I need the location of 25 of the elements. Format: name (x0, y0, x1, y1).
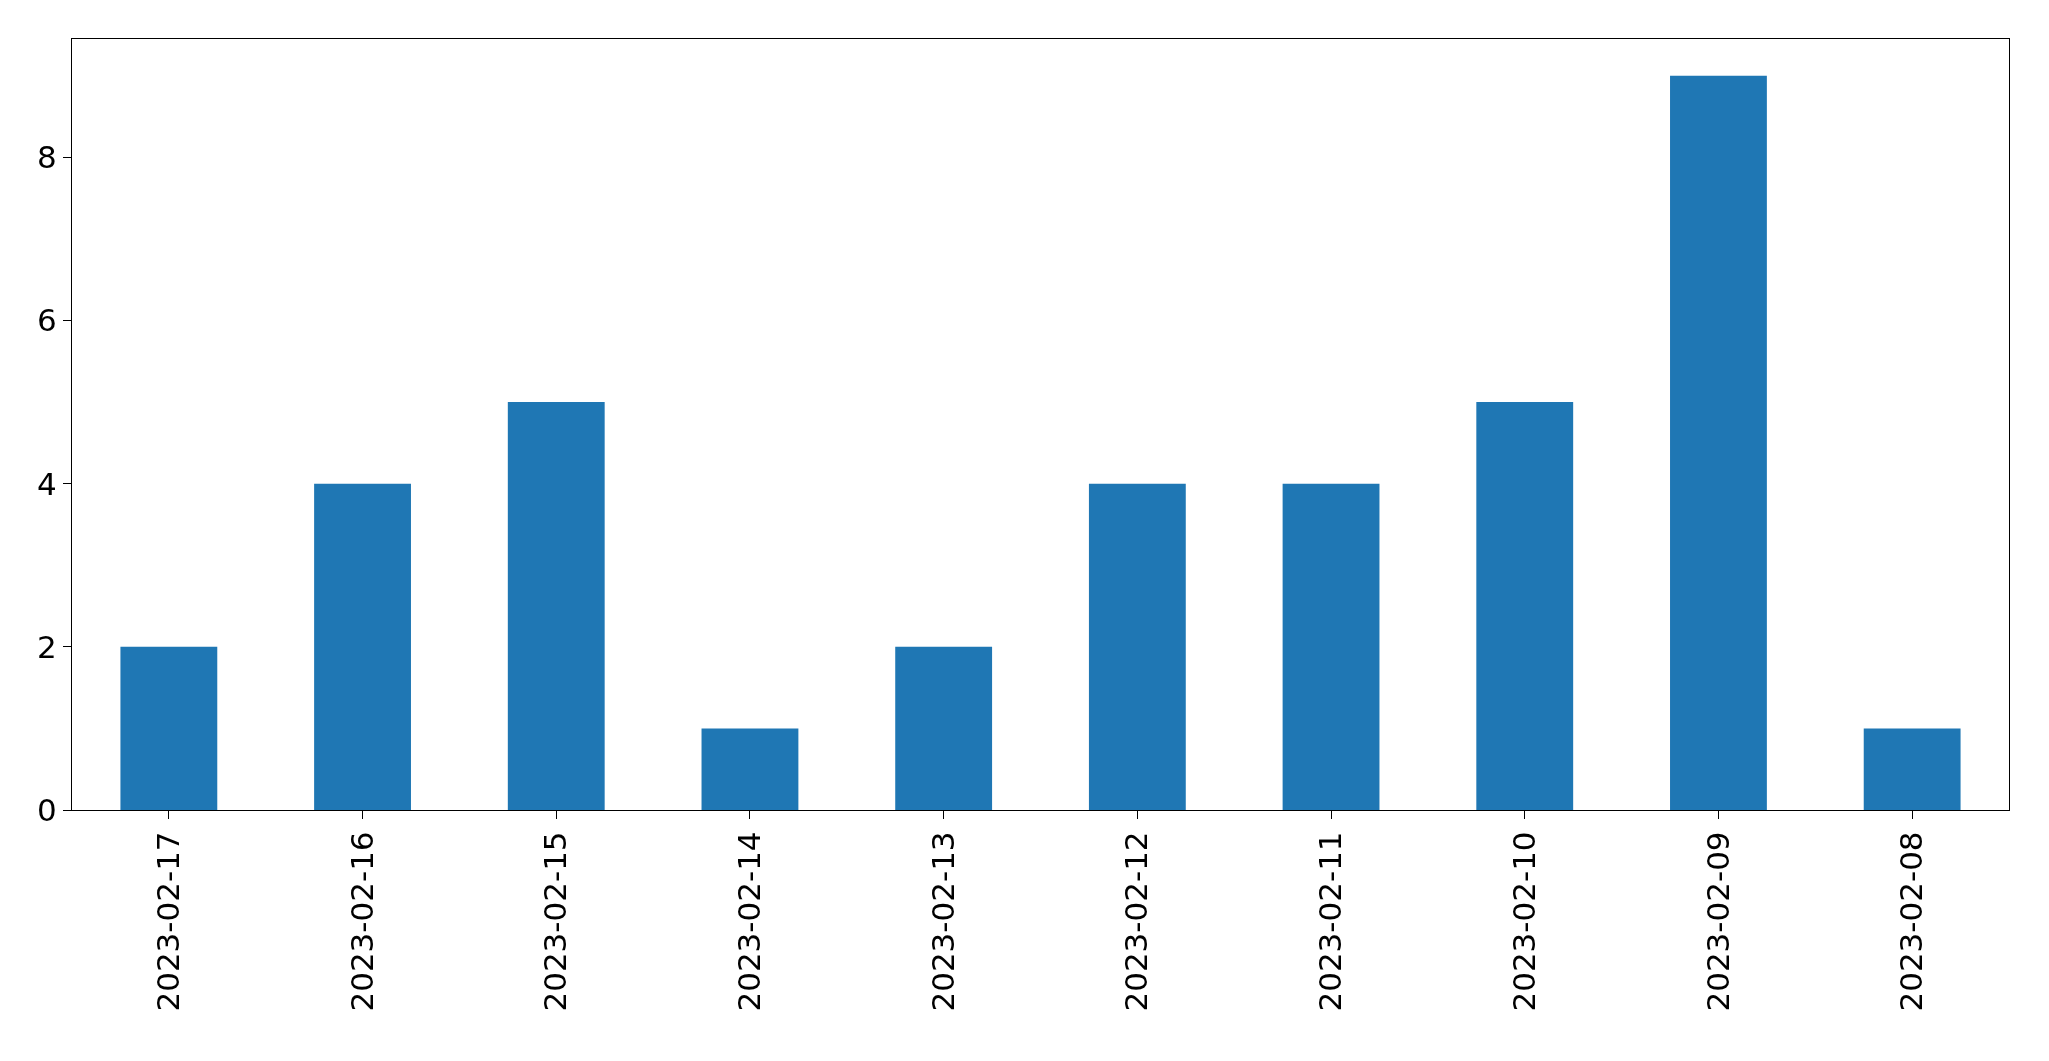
bar (507, 402, 605, 810)
bar (1670, 75, 1767, 810)
x-tick-label: 2023-02-10 (1505, 831, 1542, 1012)
bar (1088, 483, 1186, 810)
bar (120, 646, 218, 810)
bar (314, 483, 411, 810)
x-tick-label: 2023-02-15 (537, 831, 574, 1012)
y-tick-label: 8 (37, 139, 57, 176)
bar (1863, 728, 1961, 810)
bar (895, 646, 993, 810)
x-tick-label: 2023-02-16 (343, 831, 380, 1012)
bar (1282, 483, 1380, 810)
x-tick-label: 2023-02-13 (924, 831, 961, 1012)
x-tick-label: 2023-02-17 (149, 831, 186, 1012)
x-tick-label: 2023-02-08 (1893, 831, 1930, 1012)
y-tick-label: 6 (37, 302, 57, 339)
x-tick-label: 2023-02-14 (731, 831, 768, 1012)
y-tick-label: 4 (37, 465, 57, 502)
bar (701, 728, 799, 810)
x-tick-label: 2023-02-09 (1699, 831, 1736, 1012)
y-tick-label: 0 (37, 791, 57, 828)
bar (1476, 402, 1574, 810)
x-tick-label: 2023-02-12 (1118, 831, 1155, 1012)
y-tick-label: 2 (37, 628, 57, 665)
x-tick-label: 2023-02-11 (1312, 831, 1349, 1012)
